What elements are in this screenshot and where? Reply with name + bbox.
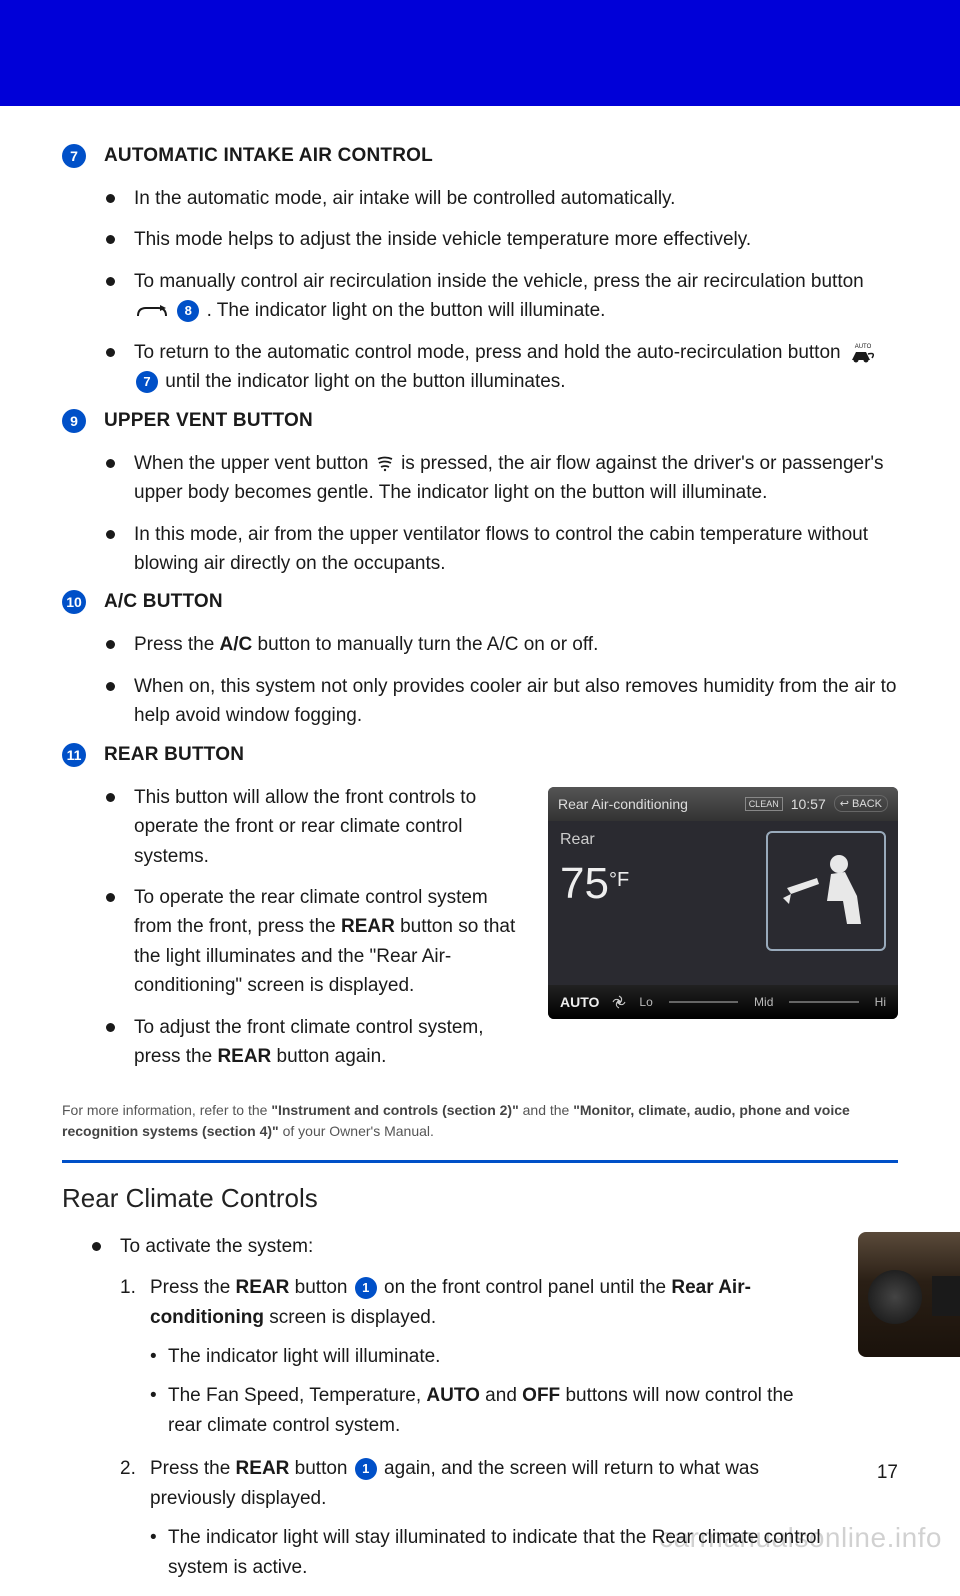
watermark: carmanualsonline.info xyxy=(659,1522,942,1554)
s7-b2: This mode helps to adjust the inside veh… xyxy=(106,225,898,254)
fan-icon xyxy=(611,994,627,1010)
badge-10: 10 xyxy=(62,590,86,614)
s11-b3b: button again. xyxy=(271,1046,386,1067)
s11-b3bold: REAR xyxy=(217,1046,271,1067)
screen-rear-label: Rear xyxy=(560,831,766,849)
rear-step-1-sub: The indicator light will illuminate. The… xyxy=(150,1342,840,1440)
section-10-head: 10 A/C BUTTON xyxy=(62,590,898,614)
badge-1-inline-a: 1 xyxy=(355,1277,377,1299)
section-11-head: 11 REAR BUTTON xyxy=(62,743,898,767)
screen-auto: AUTO xyxy=(560,994,599,1010)
screen-time: 10:57 xyxy=(791,796,826,812)
badge-11: 11 xyxy=(62,743,86,767)
s11-b2: To operate the rear climate control syst… xyxy=(106,883,530,1001)
svg-text:AUTO: AUTO xyxy=(855,344,872,350)
rear-panel-photo: ■ REAR 1 xyxy=(858,1232,960,1432)
screen-title: Rear Air-conditioning xyxy=(558,796,688,812)
divider-rule xyxy=(62,1160,898,1163)
badge-7-inline: 7 xyxy=(136,371,158,393)
badge-1-inline-b: 1 xyxy=(355,1458,377,1480)
s10-b2: When on, this system not only provides c… xyxy=(106,672,898,731)
screen-back: ↩ BACK xyxy=(834,795,888,812)
s10-b1bold: A/C xyxy=(220,634,253,655)
s10-b1b: button to manually turn the A/C on or of… xyxy=(252,634,598,655)
screen-footer: AUTO Lo Mid Hi xyxy=(548,985,898,1019)
rear-intro-text: To activate the system: xyxy=(120,1236,313,1257)
badge-8-inline: 8 xyxy=(177,300,199,322)
s7-b3: To manually control air recirculation in… xyxy=(106,267,898,326)
rear-sub1: The indicator light will illuminate. xyxy=(150,1342,840,1371)
section-11-list: This button will allow the front control… xyxy=(62,783,530,1084)
s7-b4a: To return to the automatic control mode,… xyxy=(134,342,846,363)
section-9-head: 9 UPPER VENT BUTTON xyxy=(62,409,898,433)
section-9-title: UPPER VENT BUTTON xyxy=(104,410,313,432)
s9-b1a: When the upper vent button xyxy=(134,453,374,474)
s9-b1: When the upper vent button is pressed, t… xyxy=(106,449,898,508)
rear-step-2: Press the REAR button 1 again, and the s… xyxy=(120,1454,840,1582)
screen-body: Rear 75°F xyxy=(548,821,898,985)
s7-b4b: until the indicator light on the button … xyxy=(165,371,565,392)
rear-ac-screen: Rear Air-conditioning CLEAN 10:57 ↩ BACK… xyxy=(548,787,898,1019)
fine-print: For more information, refer to the "Inst… xyxy=(62,1100,898,1142)
s11-b2bold: REAR xyxy=(341,916,395,937)
screen-clean: CLEAN xyxy=(745,797,783,811)
rear-climate-heading: Rear Climate Controls xyxy=(62,1183,898,1214)
section-7-list: In the automatic mode, air intake will b… xyxy=(62,184,898,397)
section-9-list: When the upper vent button is pressed, t… xyxy=(62,449,898,579)
rear-sub2: The Fan Speed, Temperature, AUTO and OFF… xyxy=(150,1381,830,1440)
s10-b1a: Press the xyxy=(134,634,220,655)
screen-lo: Lo xyxy=(639,995,652,1009)
s7-b4: To return to the automatic control mode,… xyxy=(106,338,898,397)
s10-b1: Press the A/C button to manually turn th… xyxy=(106,630,898,659)
badge-7: 7 xyxy=(62,144,86,168)
s11-b3: To adjust the front climate control syst… xyxy=(106,1013,530,1072)
section-11-body: This button will allow the front control… xyxy=(62,783,898,1084)
page-number: 17 xyxy=(877,1462,898,1484)
page-content: 7 AUTOMATIC INTAKE AIR CONTROL In the au… xyxy=(0,106,960,1596)
section-7-head: 7 AUTOMATIC INTAKE AIR CONTROL xyxy=(62,144,898,168)
s7-b3a: To manually control air recirculation in… xyxy=(134,271,864,292)
button-row xyxy=(932,1276,960,1316)
auto-recirculation-icon: AUTO xyxy=(848,342,878,364)
badge-9: 9 xyxy=(62,409,86,433)
screen-hi: Hi xyxy=(875,995,886,1009)
knob-left xyxy=(868,1270,922,1324)
top-band xyxy=(0,0,960,106)
seat-icon xyxy=(766,831,886,951)
s11-b1: This button will allow the front control… xyxy=(106,783,530,871)
rear-step-1: Press the REAR button 1 on the front con… xyxy=(120,1273,840,1440)
upper-vent-icon xyxy=(376,455,394,473)
screen-mid: Mid xyxy=(754,995,773,1009)
recirculation-icon xyxy=(136,302,168,320)
s7-b1: In the automatic mode, air intake will b… xyxy=(106,184,898,213)
section-10-title: A/C BUTTON xyxy=(104,591,223,613)
screen-titlebar: Rear Air-conditioning CLEAN 10:57 ↩ BACK xyxy=(548,787,898,821)
section-10-list: Press the A/C button to manually turn th… xyxy=(62,630,898,730)
screen-temp: 75°F xyxy=(560,859,766,909)
s7-b3b: . The indicator light on the button will… xyxy=(207,300,606,321)
section-11-title: REAR BUTTON xyxy=(104,744,244,766)
section-7-title: AUTOMATIC INTAKE AIR CONTROL xyxy=(104,145,433,167)
s9-b2: In this mode, air from the upper ventila… xyxy=(106,520,898,579)
